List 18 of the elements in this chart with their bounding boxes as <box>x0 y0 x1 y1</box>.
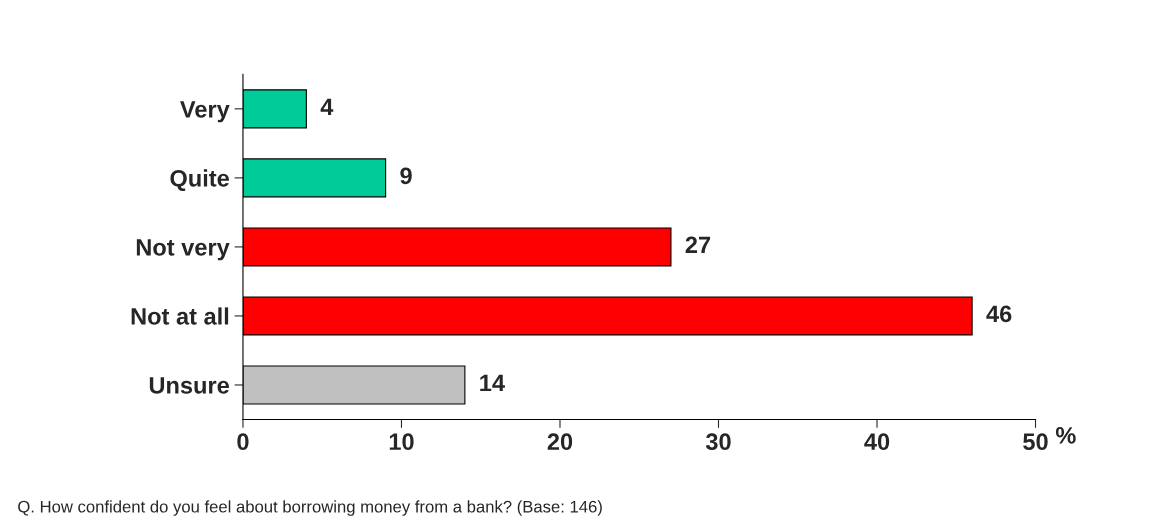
y-tick-label: Not very <box>136 239 230 261</box>
x-axis-title: % <box>1055 427 1076 444</box>
y-tick-label: Very <box>180 101 230 123</box>
data-label: 4 <box>320 98 334 115</box>
data-label: 46 <box>986 305 1012 323</box>
x-tick-label: 30 <box>705 433 731 451</box>
y-tick-label: Unsure <box>149 377 229 394</box>
data-label: 9 <box>400 167 412 185</box>
y-tick-label: Quite <box>170 169 229 192</box>
x-tick-label: 10 <box>389 433 414 451</box>
text: Q. How confident do you feel about borrowing money from a bank? (Base: 146) <box>18 500 602 516</box>
x-tick-label: 50 <box>1023 433 1048 451</box>
x-tick-label: 40 <box>864 433 890 451</box>
y-tick-label: Not at all <box>131 307 229 325</box>
data-label: 14 <box>480 374 505 392</box>
x-tick-label: 0 <box>237 433 249 451</box>
data-label: 27 <box>685 236 711 254</box>
x-tick-label: 20 <box>547 433 573 451</box>
